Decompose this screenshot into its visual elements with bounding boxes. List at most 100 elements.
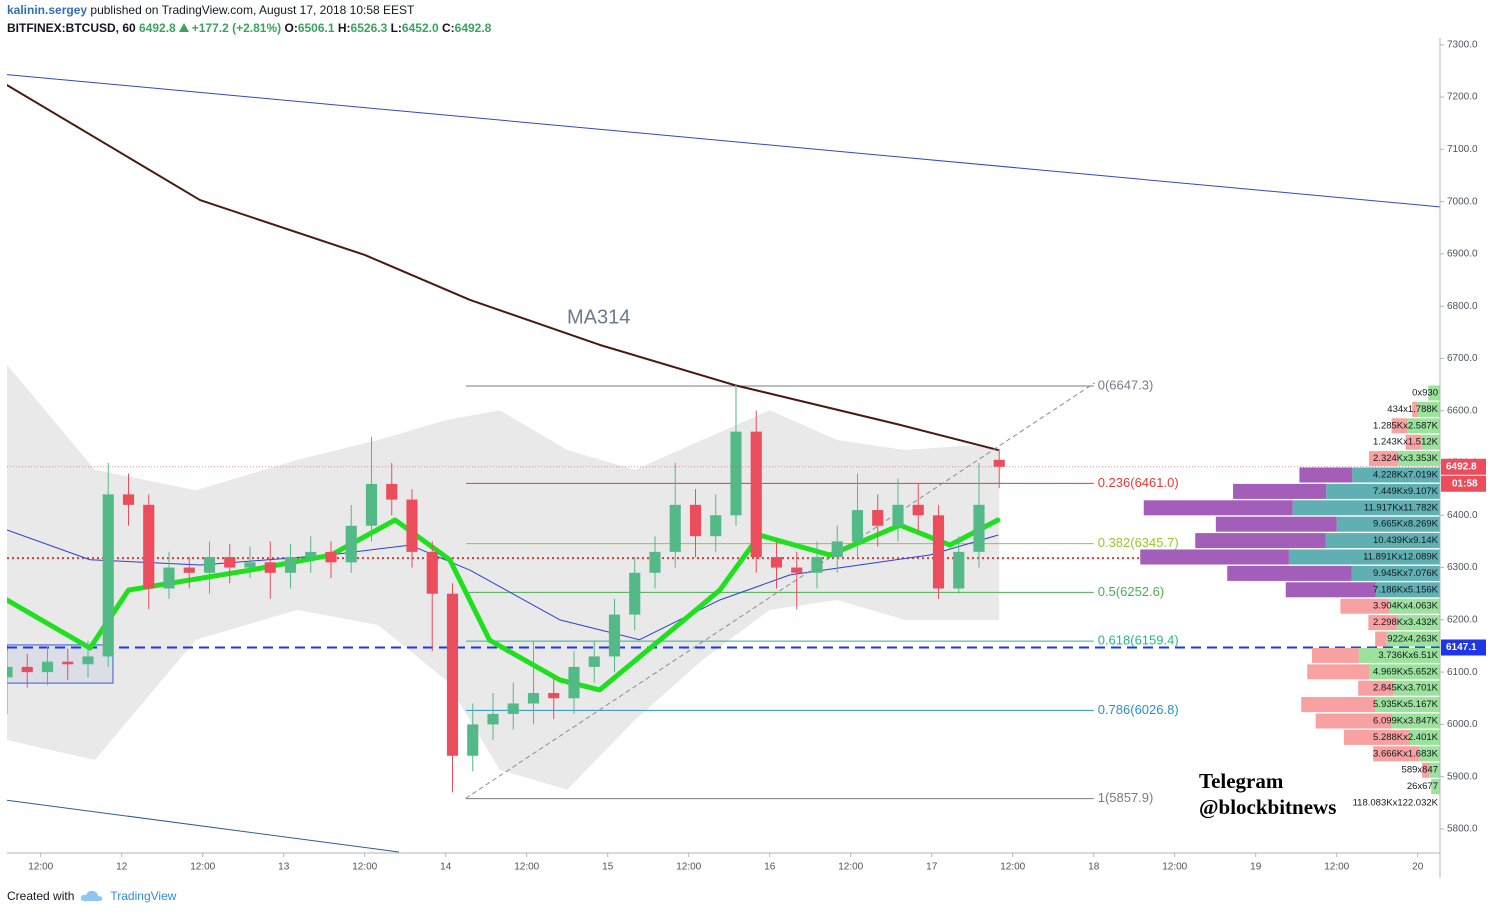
ma-annotation: MA314 <box>567 306 630 328</box>
fib-label: 0.236(6461.0) <box>1098 475 1179 490</box>
y-tick-label: 5800.0 <box>1447 824 1478 835</box>
candle-body <box>710 515 722 537</box>
profile-bar <box>1351 565 1440 581</box>
candle-body <box>689 504 702 537</box>
candle-body <box>82 656 94 665</box>
watermark: Telegram <box>1199 769 1284 793</box>
ohlc-key: C: <box>441 21 455 35</box>
candle-body <box>102 494 114 657</box>
profile-bar <box>1315 713 1392 729</box>
profile-bar <box>1301 697 1376 713</box>
candle-body <box>892 504 904 526</box>
candle-body <box>365 483 378 526</box>
y-tick-label: 6700.0 <box>1447 353 1478 364</box>
profile-bar <box>1409 729 1440 745</box>
last-price: 6492.8 <box>139 21 176 35</box>
profile-bar <box>1233 483 1327 499</box>
x-tick-label: 15 <box>602 862 614 873</box>
profile-label: 6.099Kx3.847K <box>1373 716 1439 727</box>
logo <box>81 890 103 901</box>
x-tick-label: 16 <box>764 862 776 873</box>
profile-bar <box>1340 598 1390 614</box>
x-tick-label: 12:00 <box>1324 862 1349 873</box>
profile-bar <box>1311 647 1359 663</box>
profile-label: 2.324Kx3.353K <box>1373 453 1439 464</box>
profile-bar <box>1386 631 1440 647</box>
x-tick-label: 12 <box>116 862 128 873</box>
profile-label: 2.845Kx3.701K <box>1373 683 1439 694</box>
profile-label: 1.243Kx1.512K <box>1373 437 1439 448</box>
x-tick-label: 12:00 <box>838 862 863 873</box>
candle-body <box>993 459 1005 467</box>
candle-body <box>264 562 276 573</box>
profile-label: 26x677 <box>1407 781 1438 792</box>
ohlc-value: 6452.0 <box>401 21 439 35</box>
profile-bar <box>1397 615 1440 631</box>
profile-bar <box>1140 549 1289 565</box>
indicator-line <box>7 74 1440 208</box>
profile-bar <box>1429 762 1440 778</box>
profile-bar <box>1389 598 1440 614</box>
price-tag <box>1441 639 1486 656</box>
profile-bar <box>1336 516 1440 532</box>
y-tick-label: 6400.0 <box>1447 510 1478 521</box>
x-tick-label: 19 <box>1250 862 1262 873</box>
brand[interactable]: TradingView <box>110 889 177 903</box>
y-tick-label: 6000.0 <box>1447 719 1478 730</box>
plot: 0(6647.3) 0.236(6461.0) 0.382(6345.7) 0.5(6… <box>7 74 1440 853</box>
candle-body <box>325 551 337 563</box>
candle-body <box>851 510 864 542</box>
profile-label: 9.665Kx8.269K <box>1373 519 1439 530</box>
profile-label: 922x4.263K <box>1387 634 1438 645</box>
profile-bar <box>1375 582 1440 598</box>
x-tick-label: 12:00 <box>514 862 539 873</box>
profile-bar <box>1412 401 1418 417</box>
profile-label: 11.917Kx11.782K <box>1364 502 1439 513</box>
profile-label: 9.945Kx7.076K <box>1373 568 1439 579</box>
ohlc-key: H: <box>337 21 351 35</box>
x-tick-label: 20 <box>1412 862 1424 873</box>
candle-body <box>446 593 459 756</box>
candle-body <box>953 551 965 589</box>
profile-bar <box>1352 467 1440 483</box>
candle-body <box>629 572 641 615</box>
profile-bar <box>1307 664 1370 680</box>
x-tick-label: 18 <box>1088 862 1100 873</box>
price-tag-label: 6147.1 <box>1446 642 1477 653</box>
y-tick-label: 7000.0 <box>1447 196 1478 207</box>
profile-bar <box>1195 533 1326 549</box>
candle-body <box>41 661 54 673</box>
author[interactable]: kalinin.sergey <box>7 3 88 17</box>
footer: Created with TradingView <box>7 889 176 903</box>
candle-body <box>932 515 945 589</box>
profile-bar <box>1369 664 1440 680</box>
profile-bar <box>1299 467 1353 483</box>
candle-body <box>386 483 398 500</box>
ohlc-value: 6506.1 <box>297 21 335 35</box>
profile-bar <box>1391 418 1408 434</box>
candle-body <box>183 567 195 573</box>
profile-bar <box>1358 680 1394 696</box>
candle-body <box>284 557 297 573</box>
y-tick-label: 6100.0 <box>1447 667 1478 678</box>
candle-body <box>163 567 175 589</box>
y-tick-label: 7300.0 <box>1447 39 1478 50</box>
candle-body <box>912 504 924 516</box>
profile-bar <box>1393 680 1440 696</box>
profile-bar <box>1398 451 1440 467</box>
fib-label: 1(5857.9) <box>1098 790 1154 805</box>
x-tick-label: 12:00 <box>28 862 53 873</box>
profile-bar <box>1417 401 1440 417</box>
y-tick-label: 6600.0 <box>1447 405 1478 416</box>
candle-body <box>426 551 438 594</box>
profile-bar <box>1358 647 1440 663</box>
profile-bar <box>1375 631 1387 647</box>
profile-bar <box>1326 483 1440 499</box>
candle-body <box>345 525 357 563</box>
profile-bar <box>1285 582 1376 598</box>
candle-body <box>122 494 135 505</box>
x-tick-label: 12:00 <box>676 862 701 873</box>
candle-body <box>831 541 843 558</box>
x-tick-label: 14 <box>440 862 452 873</box>
